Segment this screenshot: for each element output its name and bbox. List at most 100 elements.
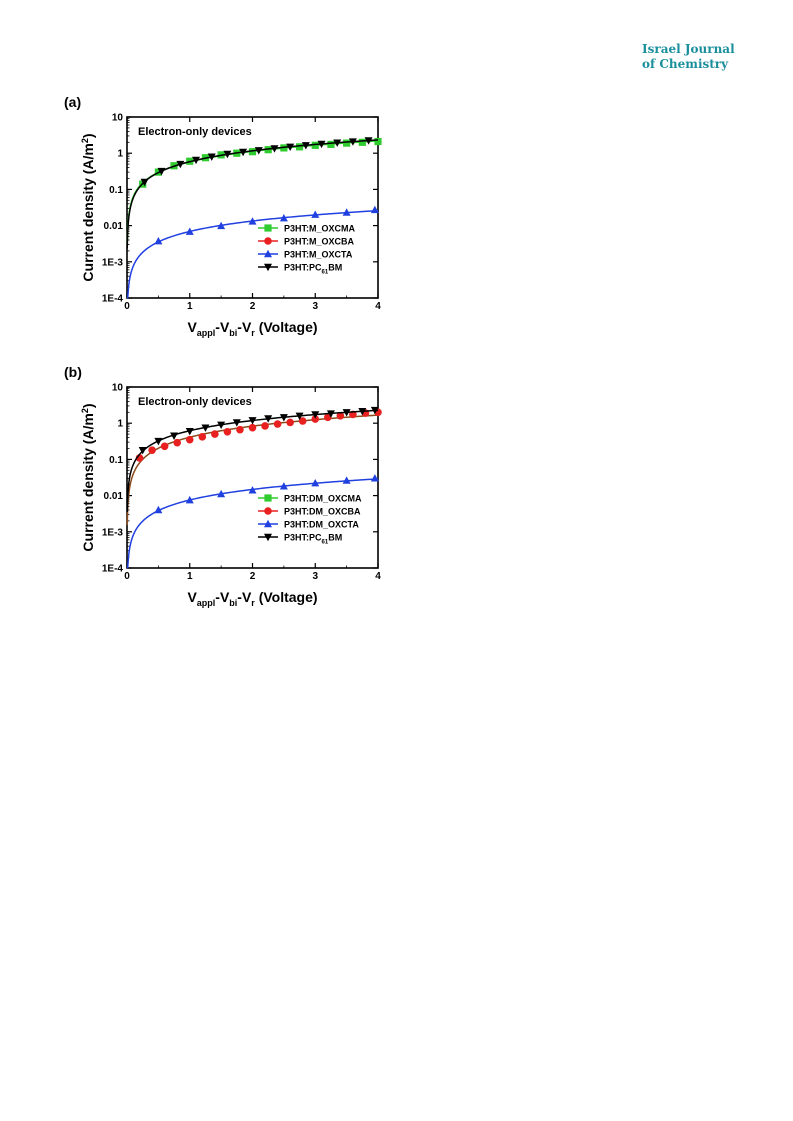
x-tick-label: 1 — [187, 571, 193, 582]
data-point — [264, 415, 273, 423]
x-tick-label: 3 — [312, 301, 318, 312]
data-point — [279, 214, 288, 222]
data-point — [223, 427, 232, 436]
data-point — [173, 438, 181, 447]
data-point — [279, 482, 288, 490]
data-point — [311, 415, 320, 423]
data-point — [298, 417, 307, 425]
data-point — [223, 150, 232, 159]
legend-label: P3HT:PC61BM — [284, 533, 342, 546]
data-point — [273, 420, 282, 428]
data-point — [148, 446, 156, 454]
data-point — [185, 435, 194, 444]
data-point — [295, 143, 304, 151]
data-point — [160, 442, 169, 451]
y-tick-label: 10 — [112, 113, 124, 124]
data-point — [342, 208, 351, 216]
series-layer — [126, 137, 382, 299]
data-point — [348, 138, 357, 146]
data-point — [248, 217, 257, 225]
y-tick-label: 1E-3 — [102, 527, 124, 538]
legend-marker — [264, 533, 272, 542]
x-tick-label: 3 — [312, 571, 318, 582]
legend-marker — [264, 249, 272, 258]
data-point — [248, 148, 257, 156]
y-tick-label: 1 — [117, 149, 123, 160]
y-tick-label: 0.01 — [104, 491, 124, 502]
data-point — [333, 139, 342, 147]
legend-marker — [264, 237, 272, 245]
panel-label: (b) — [64, 364, 82, 380]
journal-title-line2: of Chemistry — [642, 57, 729, 71]
data-point — [342, 409, 351, 417]
data-point — [248, 423, 257, 432]
data-point — [138, 446, 147, 455]
x-tick-label: 0 — [124, 571, 130, 582]
legend-label: P3HT:DM_OXCMA — [284, 494, 362, 504]
data-point — [358, 138, 366, 146]
y-tick-label: 0.1 — [109, 185, 123, 196]
legend-label: P3HT:DM_OXCBA — [284, 507, 361, 517]
data-point — [370, 406, 379, 415]
data-point — [317, 140, 326, 149]
data-point — [217, 221, 226, 230]
panel-label: (a) — [64, 94, 81, 110]
x-tick-label: 2 — [250, 571, 256, 582]
y-tick-label: 1E-3 — [102, 257, 124, 268]
data-point — [324, 413, 332, 422]
data-point — [301, 142, 310, 150]
data-point — [370, 474, 379, 482]
y-axis-label: Current density (A/m2) — [80, 403, 96, 551]
data-point — [239, 148, 248, 157]
legend-marker — [264, 507, 272, 515]
x-tick-label: 0 — [124, 301, 130, 312]
legend-marker — [264, 224, 272, 232]
data-point — [211, 430, 219, 438]
data-point — [279, 414, 288, 422]
data-point — [170, 432, 179, 440]
plot-annotation: Electron-only devices — [138, 396, 252, 408]
legend-label: P3HT:DM_OXCTA — [284, 520, 359, 530]
data-point — [261, 422, 269, 430]
data-point — [342, 476, 351, 484]
y-tick-label: 1 — [117, 419, 123, 430]
data-point — [336, 412, 345, 420]
journal-title-line1: Israel Journal — [642, 42, 735, 56]
data-point — [295, 412, 304, 421]
legend-marker — [264, 494, 272, 502]
y-tick-label: 1E-4 — [102, 564, 124, 575]
x-tick-label: 1 — [187, 301, 193, 312]
legend-marker — [264, 519, 272, 528]
legend-label: P3HT:PC61BM — [284, 263, 342, 276]
y-tick-label: 10 — [112, 383, 124, 394]
data-point — [311, 411, 320, 419]
data-point — [248, 486, 257, 494]
data-point — [201, 424, 210, 432]
data-point — [207, 153, 216, 161]
chart-panel-b: (b) 1E-4 1E-3 0.01 0.1 1 10 0 1 2 3 4 Electron-only … — [64, 364, 382, 608]
data-point — [236, 425, 244, 434]
data-point — [286, 143, 295, 152]
data-point — [248, 417, 257, 425]
x-tick-label: 2 — [250, 301, 256, 312]
data-point — [154, 505, 163, 514]
legend-label: P3HT:M_OXCMA — [284, 224, 356, 234]
x-tick-label: 4 — [375, 301, 381, 312]
y-tick-label: 0.1 — [109, 455, 123, 466]
data-point — [327, 140, 335, 149]
data-point — [198, 433, 207, 441]
data-point — [286, 418, 294, 427]
data-point — [311, 141, 319, 149]
x-tick-label: 4 — [375, 571, 381, 582]
series-layer — [126, 406, 382, 569]
data-point — [311, 479, 320, 487]
data-point — [176, 160, 185, 169]
data-point — [217, 421, 226, 430]
data-point — [374, 137, 382, 146]
x-axis-label: Vappl-Vbi-Vr (Voltage) — [187, 319, 317, 338]
x-axis-label: Vappl-Vbi-Vr (Voltage) — [187, 589, 317, 608]
data-point — [370, 205, 379, 214]
data-point — [217, 489, 226, 498]
plot-annotation: Electron-only devices — [138, 126, 252, 138]
data-point — [192, 156, 201, 165]
